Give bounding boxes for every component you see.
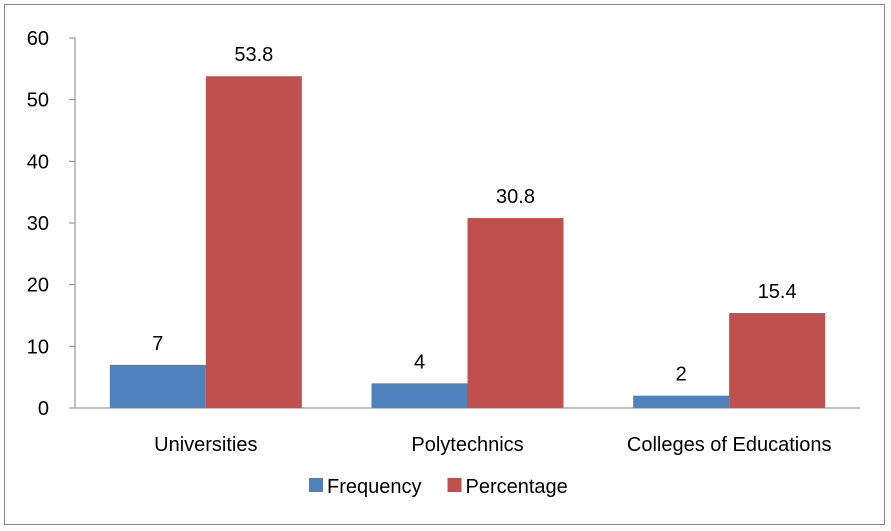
y-axis-ticks: 0 10 20 30 40 50 60: [27, 28, 75, 420]
bar-frequency-2: [371, 383, 468, 408]
bar-percentage-2: [467, 218, 564, 408]
y-tick-label: 60: [27, 28, 49, 50]
data-label-percentage-1: 53.8: [234, 44, 273, 66]
legend-swatch-percentage: [447, 478, 462, 492]
data-label-percentage-3: 15.4: [758, 281, 797, 303]
x-category-label: Universities: [154, 434, 257, 456]
x-category-label: Colleges of Educations: [627, 434, 832, 456]
bars: [109, 76, 826, 408]
y-tick-label: 50: [27, 90, 49, 112]
y-tick-label: 10: [27, 336, 49, 358]
bar-percentage-1: [205, 76, 302, 408]
y-tick-label: 30: [27, 213, 49, 235]
bar-frequency-3: [633, 395, 730, 408]
y-tick-label: 0: [38, 398, 49, 420]
data-labels: 7 53.8 4 30.8 2 15.4: [152, 44, 796, 385]
legend-label-percentage: Percentage: [466, 476, 568, 498]
legend: Frequency Percentage: [309, 476, 568, 498]
chart-frame: [4, 4, 885, 525]
bar-frequency-1: [109, 364, 206, 408]
y-tick-label: 20: [27, 275, 49, 297]
legend-label-frequency: Frequency: [327, 476, 422, 498]
x-axis-labels: Universities Polytechnics Colleges of Educ…: [154, 434, 831, 456]
data-label-frequency-2: 4: [414, 351, 425, 373]
data-label-frequency-3: 2: [676, 364, 687, 386]
legend-swatch-frequency: [309, 478, 323, 492]
data-label-percentage-2: 30.8: [496, 186, 535, 208]
data-label-frequency-1: 7: [152, 333, 163, 355]
bar-percentage-3: [729, 313, 826, 408]
y-tick-label: 40: [27, 151, 49, 173]
x-category-label: Polytechnics: [411, 434, 523, 456]
